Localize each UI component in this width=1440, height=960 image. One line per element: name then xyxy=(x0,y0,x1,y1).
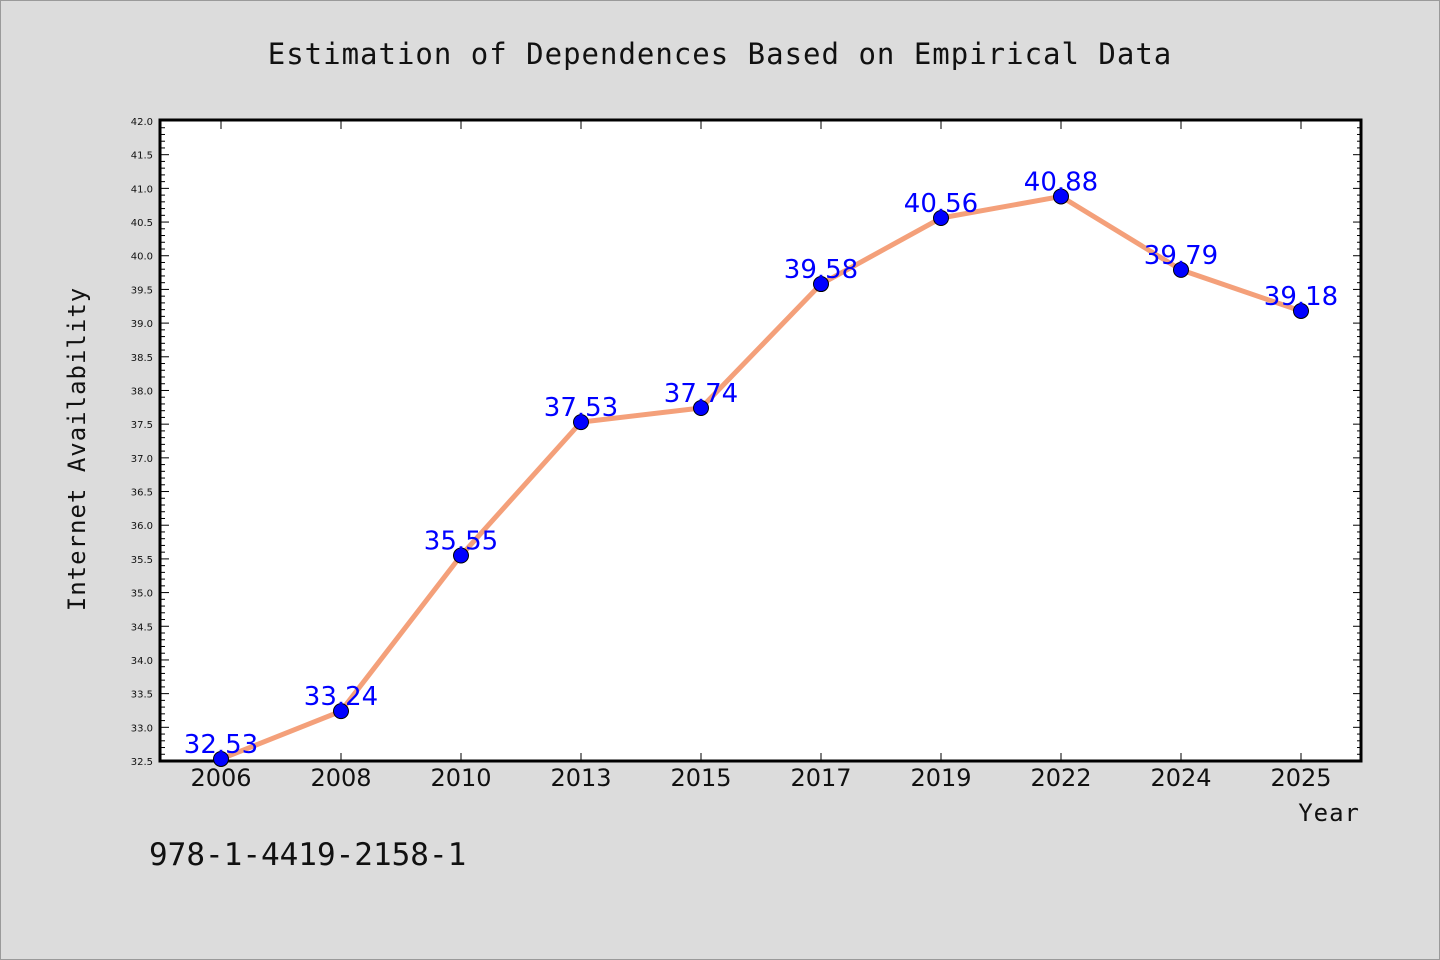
data-point-label: 39.18 xyxy=(1264,282,1338,312)
y-tick-label: 34.0 xyxy=(131,656,153,667)
x-tick-label: 2019 xyxy=(910,764,971,792)
data-point-marker xyxy=(933,210,949,227)
y-tick-label: 39.5 xyxy=(131,285,153,296)
data-point-marker xyxy=(333,703,349,720)
x-tick-label: 2024 xyxy=(1150,764,1211,792)
data-point-marker xyxy=(573,414,589,431)
y-tick-label: 38.5 xyxy=(131,353,153,364)
x-tick-label: 2017 xyxy=(790,764,851,792)
series-layer xyxy=(218,193,1304,762)
y-tick-label: 36.5 xyxy=(131,488,153,499)
x-tick-label: 2006 xyxy=(190,764,251,792)
y-tick-label: 37.5 xyxy=(131,420,153,431)
y-tick-label: 42.0 xyxy=(131,117,153,128)
footer-identifier: 978-1-4419-2158-1 xyxy=(149,837,466,873)
data-point-label: 39.79 xyxy=(1144,241,1218,271)
x-axis-label: Year xyxy=(1298,799,1360,827)
data-point-marker xyxy=(453,547,469,564)
y-tick-label: 40.0 xyxy=(131,252,153,263)
chart-title: Estimation of Dependences Based on Empir… xyxy=(268,37,1173,71)
data-point-label: 35.55 xyxy=(424,527,498,557)
data-point-label: 37.74 xyxy=(664,379,738,409)
data-label-layer: 32.53 33.24 35.55 37.53 37.74 39.58 40.56 40.88… xyxy=(184,167,1338,760)
y-axis-ticks: 32.5 33.0 33.5 34.0 34.5 35.0 35.5 36.0 36.5 37.0… xyxy=(131,117,1361,768)
y-axis-label: Internet Availability xyxy=(63,287,91,611)
data-point-label: 40.88 xyxy=(1024,167,1098,197)
plot-area xyxy=(158,118,1363,763)
marker-layer xyxy=(213,188,1309,767)
y-tick-label: 41.0 xyxy=(131,184,153,195)
x-tick-label: 2010 xyxy=(430,764,491,792)
data-point-label: 33.24 xyxy=(304,682,378,712)
y-tick-label: 37.0 xyxy=(131,454,153,465)
data-point-label: 40.56 xyxy=(904,189,978,219)
y-tick-label: 36.0 xyxy=(131,521,153,532)
data-point-marker xyxy=(1293,302,1309,319)
data-point-marker xyxy=(213,750,229,767)
y-tick-label: 35.5 xyxy=(131,555,153,566)
series-line xyxy=(218,193,1304,762)
y-tick-label: 34.5 xyxy=(131,622,153,633)
x-tick-label: 2025 xyxy=(1270,764,1331,792)
data-point-marker xyxy=(1173,261,1189,278)
x-tick-label: 2008 xyxy=(310,764,371,792)
x-tick-label: 2015 xyxy=(670,764,731,792)
y-tick-label: 41.5 xyxy=(131,151,153,162)
data-point-label: 32.53 xyxy=(184,730,258,760)
data-point-marker xyxy=(693,399,709,416)
data-point-label: 39.58 xyxy=(784,255,858,285)
x-tick-label: 2022 xyxy=(1030,764,1091,792)
x-axis-ticks: 2006 2008 2010 2013 2015 2017 2019 2022 2024 2025 xyxy=(190,121,1332,792)
y-tick-label: 33.0 xyxy=(131,723,153,734)
y-tick-label: 32.5 xyxy=(131,757,153,768)
data-point-marker xyxy=(813,276,829,293)
y-tick-label: 35.0 xyxy=(131,589,153,600)
data-point-marker xyxy=(1053,188,1069,205)
y-tick-label: 40.5 xyxy=(131,218,153,229)
y-tick-label: 39.0 xyxy=(131,319,153,330)
y-tick-label: 38.0 xyxy=(131,386,153,397)
x-tick-label: 2013 xyxy=(550,764,611,792)
y-tick-label: 33.5 xyxy=(131,690,153,701)
data-point-label: 37.53 xyxy=(544,393,618,423)
